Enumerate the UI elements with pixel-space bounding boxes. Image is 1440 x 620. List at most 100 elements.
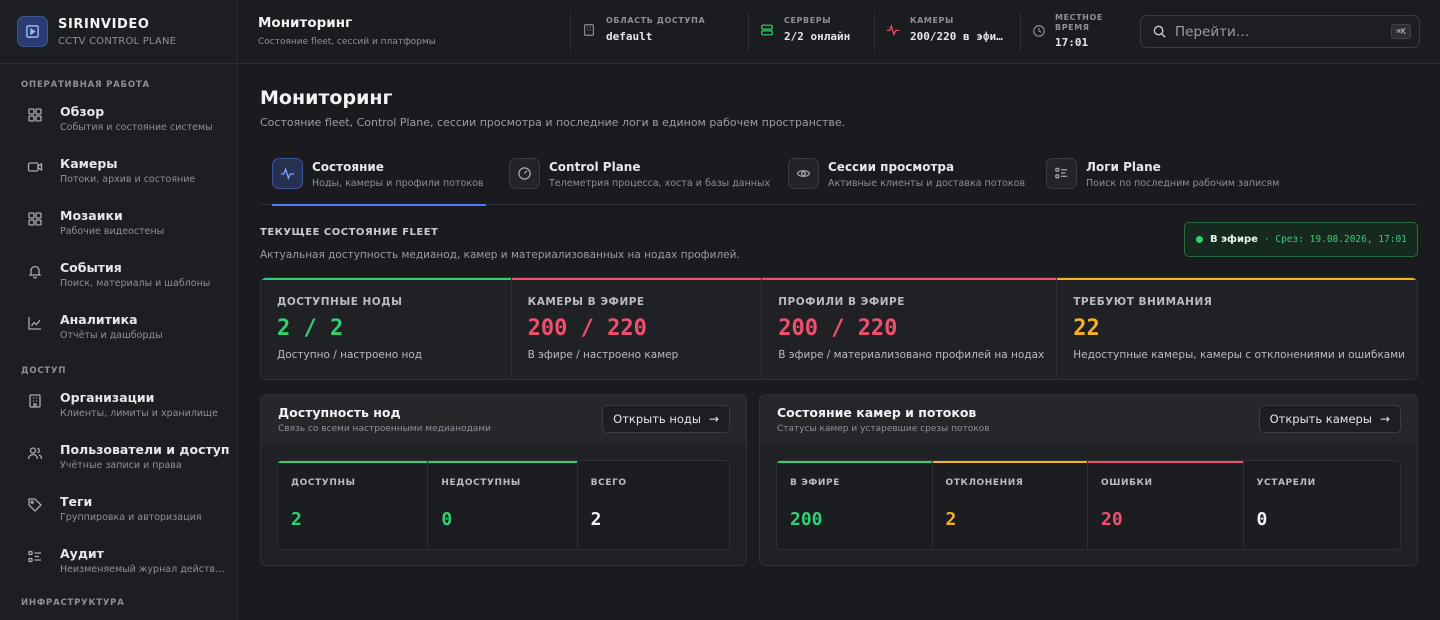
slice-timestamp: · Срез: 19.08.2026, 17:01 [1263, 234, 1407, 245]
time-label: ВРЕМЯ [1055, 23, 1090, 32]
brand-logo-icon [17, 16, 48, 47]
stat-accent-bar [511, 278, 762, 280]
nav-section-title: ИНФРАСТРУКТУРА [21, 598, 125, 608]
bell-icon [28, 265, 42, 279]
metric-accent-bar [278, 461, 428, 463]
panel-title: Состояние камер и потоков [777, 405, 977, 420]
live-dot-icon [1196, 236, 1203, 243]
sidebar-item-users[interactable]: Пользователи и доступ Учётные записи и п… [0, 442, 237, 494]
divider [748, 12, 749, 52]
stat-desc: В эфире / настроено камер [527, 349, 679, 361]
topbar-title: Мониторинг [258, 15, 353, 31]
sidebar-item-label: Пользователи и доступ [60, 442, 230, 457]
tab-label: Состояние [312, 160, 384, 174]
sidebar-item-label: Аудит [60, 546, 104, 561]
sidebar-item-desc: Учётные записи и права [60, 460, 182, 471]
sidebar-item-label: Мозаики [60, 208, 123, 223]
search-icon [1153, 25, 1166, 38]
metric-label: НЕДОСТУПНЫ [441, 478, 521, 488]
tab-logs[interactable]: Логи Plane Поиск по последним рабочим за… [1046, 158, 1279, 205]
stat-desc: Доступно / настроено нод [277, 349, 423, 361]
panel-header: Состояние камер и потоков Статусы камер … [760, 395, 1417, 443]
metric-label: В ЭФИРЕ [790, 478, 840, 488]
building-icon [29, 394, 41, 408]
metric-accent-bar [777, 461, 932, 463]
divider [1020, 12, 1021, 52]
metric-stale: УСТАРЕЛИ 0 [1244, 461, 1401, 549]
open-nodes-button[interactable]: Открыть ноды → [602, 405, 730, 433]
topbar: Мониторинг Состояние fleet, сессий и пла… [238, 0, 1440, 64]
sidebar-item-label: Организации [60, 390, 155, 405]
tab-desc: Телеметрия процесса, хоста и базы данных [549, 178, 771, 189]
sidebar-item-analytics[interactable]: Аналитика Отчёты и дашборды [0, 312, 237, 364]
sidebar-item-audit[interactable]: Аудит Неизменяемый журнал действ… [0, 546, 237, 598]
cameras-label: КАМЕРЫ [910, 16, 954, 25]
stat-card-attention: ТРЕБУЮТ ВНИМАНИЯ 22 Недоступные камеры, … [1057, 278, 1417, 379]
tab-label: Сессии просмотра [828, 160, 955, 174]
panel-header: Доступность нод Связь со всеми настроенн… [261, 395, 746, 443]
search-placeholder: Перейти… [1175, 23, 1250, 40]
tab-desc: Ноды, камеры и профили потоков [312, 178, 484, 189]
metric-live: В ЭФИРЕ 200 [777, 461, 933, 549]
time-value: 17:01 [1055, 36, 1089, 49]
divider [874, 12, 875, 52]
metric-label: ВСЕГО [590, 478, 627, 488]
button-label: Открыть ноды [613, 412, 701, 426]
servers-status[interactable]: СЕРВЕРЫ 2/2 онлайн [760, 16, 850, 43]
tab-sessions[interactable]: Сессии просмотра Активные клиенты и дост… [788, 158, 1025, 205]
tab-label: Control Plane [549, 160, 641, 174]
sidebar-item-overview[interactable]: Обзор События и состояние системы [0, 104, 237, 156]
stat-desc: Недоступные камеры, камеры с отклонениям… [1073, 349, 1405, 361]
tab-bar: Состояние Ноды, камеры и профили потоков… [260, 150, 1418, 206]
stat-value: 200 / 220 [527, 316, 647, 341]
brand[interactable]: SIRINVIDEO CCTV CONTROL PLANE [0, 0, 237, 64]
brand-name: SIRINVIDEO [58, 16, 150, 32]
panel-subtitle: Статусы камер и устаревшие срезы потоков [777, 424, 990, 434]
stat-accent-bar [762, 278, 1057, 280]
sidebar-item-desc: Неизменяемый журнал действ… [60, 564, 225, 575]
metric-label: ДОСТУПНЫ [291, 478, 356, 488]
metric-deviations: ОТКЛОНЕНИЯ 2 [932, 461, 1088, 549]
sidebar-item-desc: События и состояние системы [60, 122, 213, 133]
metric-value: 0 [441, 509, 453, 530]
metric-unavailable: НЕДОСТУПНЫ 0 [428, 461, 578, 549]
cameras-value: 200/220 в эфи… [910, 30, 1003, 43]
metric-accent-bar [932, 461, 1087, 463]
stat-value: 2 / 2 [277, 316, 344, 341]
arrow-right-icon: → [1379, 412, 1390, 426]
fleet-section-subtitle: Актуальная доступность медианод, камер и… [260, 249, 740, 261]
sidebar-item-organizations[interactable]: Организации Клиенты, лимиты и хранилище [0, 390, 237, 442]
metric-available: ДОСТУПНЫ 2 [278, 461, 429, 549]
metric-accent-bar [1088, 461, 1243, 463]
sidebar-item-cameras[interactable]: Камеры Потоки, архив и состояние [0, 156, 237, 208]
metric-value: 2 [945, 509, 957, 530]
scope-selector[interactable]: ОБЛАСТЬ ДОСТУПА default [582, 16, 705, 43]
sidebar-item-label: События [60, 260, 122, 275]
search-input[interactable]: Перейти… ⌘K [1140, 15, 1420, 48]
servers-label: СЕРВЕРЫ [784, 16, 832, 25]
sidebar-item-mosaics[interactable]: Мозаики Рабочие видеостены [0, 208, 237, 260]
open-cameras-button[interactable]: Открыть камеры → [1258, 405, 1401, 433]
tab-desc: Активные клиенты и доставка потоков [828, 178, 1026, 189]
tab-control-plane[interactable]: Control Plane Телеметрия процесса, хоста… [509, 158, 770, 205]
nav-section-title: ДОСТУП [21, 366, 67, 376]
sidebar-item-tags[interactable]: Теги Группировка и авторизация [0, 494, 237, 546]
cameras-status[interactable]: КАМЕРЫ 200/220 в эфи… [886, 16, 1003, 43]
page-title: Мониторинг [260, 87, 393, 109]
sidebar-item-label: Теги [60, 494, 93, 509]
sidebar-item-desc: Группировка и авторизация [60, 512, 202, 523]
scope-value: default [606, 30, 653, 43]
sidebar-item-desc: Отчёты и дашборды [60, 330, 163, 341]
metric-label: ОТКЛОНЕНИЯ [945, 478, 1024, 488]
sidebar-item-desc: Потоки, архив и состояние [60, 174, 196, 185]
sidebar-item-events[interactable]: События Поиск, материалы и шаблоны [0, 260, 237, 312]
gauge-icon [509, 158, 540, 189]
tab-state[interactable]: Состояние Ноды, камеры и профили потоков [272, 158, 486, 206]
tab-desc: Поиск по последним рабочим записям [1086, 178, 1280, 189]
sidebar-item-label: Камеры [60, 156, 118, 171]
pulse-icon [886, 24, 900, 37]
sidebar-item-label: Обзор [60, 104, 105, 119]
servers-value: 2/2 онлайн [784, 30, 851, 43]
cameras-panel: Состояние камер и потоков Статусы камер … [759, 394, 1418, 566]
cameras-metrics: В ЭФИРЕ 200 ОТКЛОНЕНИЯ 2 ОШИБКИ 20 УСТАР… [776, 460, 1401, 550]
